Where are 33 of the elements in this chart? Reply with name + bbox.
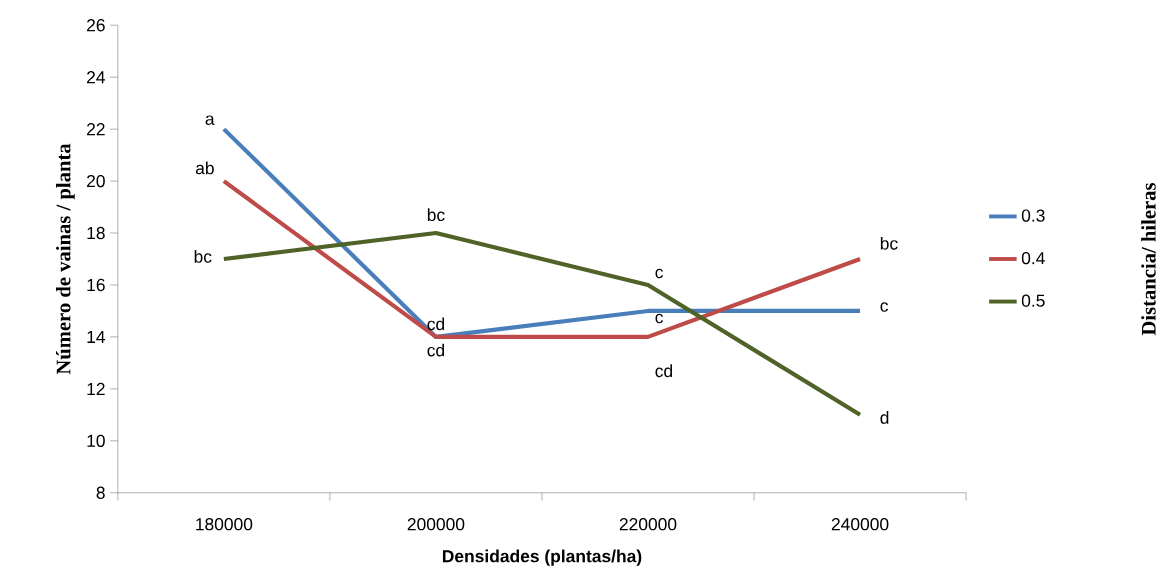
annotation: ab [195, 161, 214, 175]
annotation: bc [880, 236, 898, 250]
y-tick-label: 26 [87, 19, 105, 32]
x-axis-title: Densidades (plantas/ha) [442, 549, 642, 566]
annotation: cd [655, 364, 672, 378]
annotation: d [880, 411, 889, 424]
y-tick-label: 10 [87, 434, 105, 448]
y-tick-label: 20 [87, 175, 105, 188]
legend-label: 0.3 [1021, 209, 1045, 222]
annotation: cd [427, 317, 445, 331]
legend-label: 0.5 [1021, 294, 1045, 307]
y-tick-label: 8 [96, 486, 105, 499]
annotation: bc [194, 250, 212, 263]
x-tick-label: 240000 [831, 518, 889, 531]
y-tick-label: 14 [87, 331, 106, 343]
y-tick-label: 24 [87, 71, 106, 84]
annotation: c [655, 313, 663, 324]
y-tick-label: 12 [87, 382, 105, 396]
annotation: c [655, 268, 663, 279]
y-axis-title: Número de vainas / planta [55, 143, 75, 375]
annotation: a [205, 115, 215, 126]
annotation: cd [427, 343, 445, 357]
x-tick-label: 180000 [196, 518, 253, 531]
y-tick-label: 16 [87, 278, 105, 292]
legend-label: 0.4 [1021, 252, 1045, 265]
y-tick-label: 22 [87, 123, 105, 136]
x-tick-label: 200000 [407, 518, 465, 531]
line-series [221, 231, 863, 417]
x-tick-label: 220000 [619, 518, 677, 531]
y-tick-label: 18 [87, 226, 105, 240]
legend-title: Distancia/ hileras [1141, 183, 1156, 336]
annotation: bc [427, 208, 445, 222]
annotation: c [880, 302, 888, 312]
